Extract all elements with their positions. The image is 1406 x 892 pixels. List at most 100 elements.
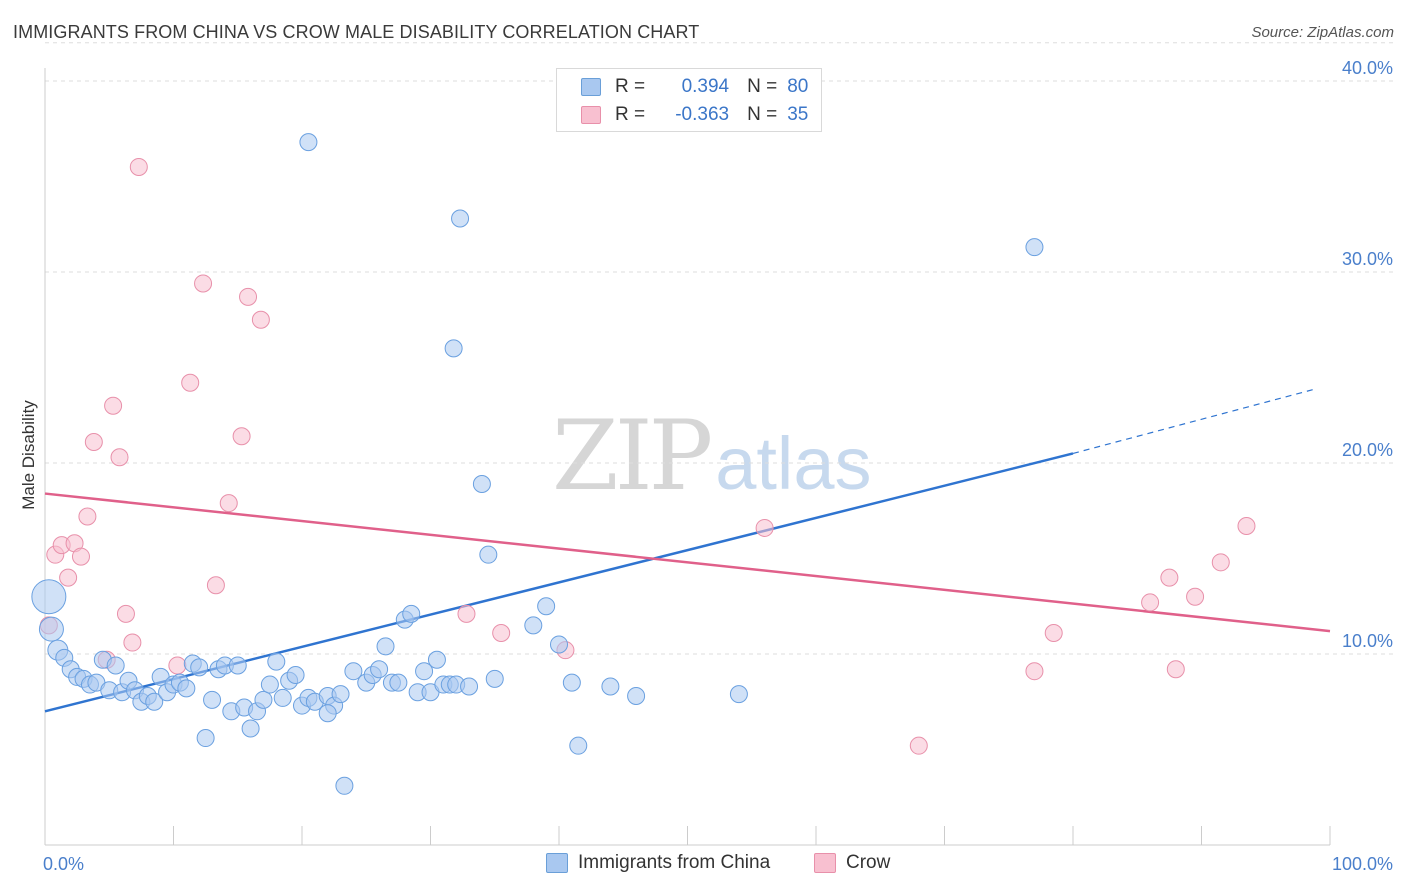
point-crow bbox=[492, 623, 511, 642]
point-china bbox=[177, 679, 196, 698]
trend-line-crow bbox=[44, 492, 1331, 633]
bottom-legend-swatch-crow bbox=[814, 853, 836, 873]
x-tick-label: 0.0% bbox=[43, 854, 84, 874]
point-china bbox=[376, 637, 395, 656]
point-china bbox=[299, 133, 318, 152]
legend-n-value: 35 bbox=[787, 104, 809, 125]
point-china bbox=[562, 673, 581, 692]
grid-lines bbox=[45, 42, 1395, 655]
point-crow bbox=[71, 547, 90, 566]
point-china bbox=[537, 597, 556, 616]
point-china bbox=[335, 776, 354, 795]
legend-r-label: R = bbox=[615, 76, 646, 97]
point-china bbox=[273, 688, 292, 707]
legend-r-value: 0.394 bbox=[681, 76, 730, 97]
point-crow bbox=[755, 518, 774, 537]
point-china bbox=[31, 579, 67, 615]
point-crow bbox=[116, 604, 135, 623]
point-china bbox=[286, 666, 305, 685]
legend-row-china: R = 0.394 N = 80 bbox=[581, 75, 808, 99]
trend-line-china-extension bbox=[1072, 387, 1318, 455]
point-china bbox=[451, 209, 470, 228]
x-tick-label: 100.0% bbox=[1332, 854, 1393, 874]
point-crow bbox=[59, 568, 78, 587]
point-crow bbox=[181, 373, 200, 392]
point-china bbox=[479, 545, 498, 564]
point-china bbox=[254, 690, 273, 709]
point-crow bbox=[219, 494, 238, 513]
point-china bbox=[415, 662, 434, 681]
point-china bbox=[402, 604, 421, 623]
point-china bbox=[38, 616, 64, 642]
point-crow bbox=[104, 396, 123, 415]
legend-row-crow: R = -0.363 N = 35 bbox=[581, 103, 808, 127]
point-china bbox=[106, 656, 125, 675]
point-crow bbox=[1044, 623, 1063, 642]
legend-r-value: -0.363 bbox=[675, 104, 730, 125]
point-crow bbox=[1211, 553, 1230, 572]
y-tick-label: 20.0% bbox=[1342, 440, 1393, 460]
point-china bbox=[550, 635, 568, 654]
data-points bbox=[31, 133, 1256, 795]
point-china bbox=[444, 339, 463, 358]
point-china bbox=[196, 729, 215, 748]
point-china bbox=[331, 685, 350, 704]
tick-labels: 10.0% 20.0% 30.0% 40.0% 0.0% 100.0% bbox=[43, 58, 1393, 874]
bottom-legend-label-china: Immigrants from China bbox=[578, 852, 771, 873]
point-china bbox=[389, 673, 408, 692]
point-crow bbox=[1025, 662, 1044, 681]
point-china bbox=[485, 669, 504, 688]
point-crow bbox=[168, 656, 187, 675]
point-crow bbox=[123, 633, 142, 652]
point-china bbox=[370, 660, 389, 679]
watermark-zip: ZIP bbox=[552, 400, 713, 512]
legend-r-label: R = bbox=[615, 104, 646, 125]
point-crow bbox=[110, 448, 129, 467]
point-crow bbox=[1141, 593, 1160, 612]
point-crow bbox=[84, 432, 103, 451]
point-crow bbox=[78, 507, 97, 526]
point-china bbox=[267, 652, 286, 671]
legend-n-label: N = bbox=[747, 104, 778, 125]
bottom-legend-swatch-china bbox=[546, 853, 568, 873]
point-crow bbox=[457, 604, 476, 623]
point-china bbox=[190, 658, 209, 677]
point-china bbox=[460, 677, 479, 696]
point-china bbox=[241, 719, 260, 738]
legend-swatch-crow bbox=[581, 106, 601, 124]
point-china bbox=[472, 475, 491, 494]
point-china bbox=[145, 692, 164, 711]
legend-swatch-china bbox=[581, 78, 601, 96]
point-crow bbox=[206, 576, 225, 595]
point-china bbox=[260, 675, 279, 694]
bottom-legend-china: Immigrants from China bbox=[546, 852, 770, 874]
point-crow bbox=[1166, 660, 1185, 679]
axes bbox=[44, 68, 1331, 846]
y-tick-label: 10.0% bbox=[1342, 631, 1393, 651]
point-china bbox=[1025, 238, 1044, 257]
point-crow bbox=[1237, 517, 1256, 536]
bottom-legend-crow: Crow bbox=[814, 852, 890, 874]
point-china bbox=[524, 616, 543, 635]
point-china bbox=[427, 650, 446, 669]
point-crow bbox=[1160, 568, 1179, 587]
legend-n-value: 80 bbox=[787, 76, 809, 97]
point-china bbox=[228, 656, 247, 675]
bottom-legend-label-crow: Crow bbox=[846, 852, 891, 873]
point-china bbox=[203, 690, 222, 709]
point-crow bbox=[251, 310, 270, 329]
point-china bbox=[318, 704, 337, 723]
point-china bbox=[344, 662, 363, 681]
y-tick-label: 40.0% bbox=[1342, 58, 1393, 78]
correlation-legend: R = 0.394 N = 80 R = -0.363 N = 35 bbox=[556, 68, 822, 132]
y-axis-label: Male Disability bbox=[19, 400, 38, 510]
point-china bbox=[729, 685, 748, 704]
point-china bbox=[627, 687, 646, 706]
source-credit: Source: ZipAtlas.com bbox=[1251, 24, 1394, 41]
legend-n-label: N = bbox=[747, 76, 778, 97]
point-crow bbox=[909, 736, 928, 755]
point-crow bbox=[194, 274, 213, 293]
point-crow bbox=[232, 427, 251, 446]
point-crow bbox=[1186, 587, 1205, 606]
